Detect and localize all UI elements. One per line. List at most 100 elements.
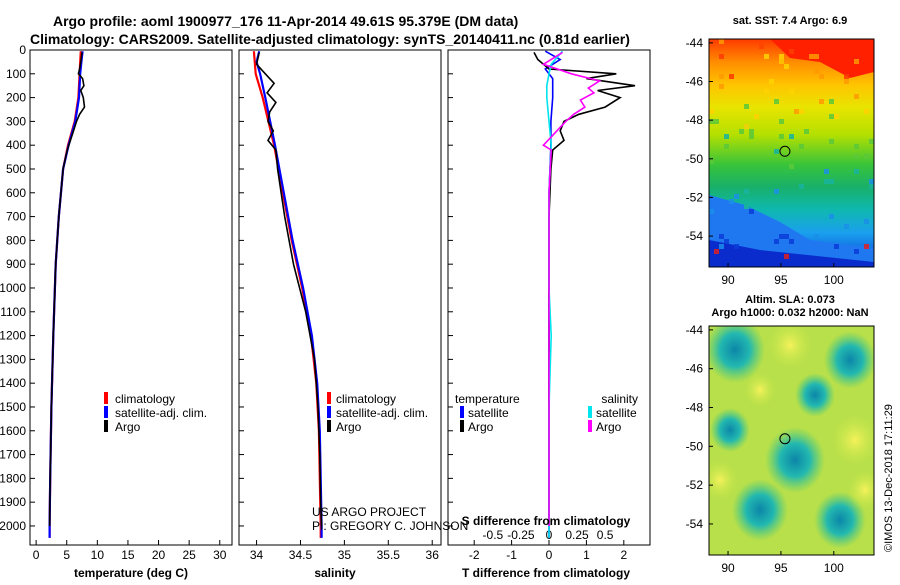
temperature-xlabel: temperature (deg C) bbox=[74, 566, 188, 580]
series-line-s-argo bbox=[541, 51, 602, 526]
map-y-tick-label: -46 bbox=[686, 75, 704, 89]
depth-tick-label: 1900 bbox=[0, 495, 26, 509]
sst-pixel bbox=[864, 219, 869, 224]
map-y-tick-label: -52 bbox=[686, 190, 704, 204]
sst-pixel bbox=[794, 109, 799, 114]
legend-swatch-satellite-adj bbox=[327, 406, 331, 418]
temperature-panel: 0100200300400500600700800900100011001200… bbox=[0, 43, 233, 580]
sst-pixel bbox=[784, 64, 789, 69]
sla-blob bbox=[795, 373, 835, 417]
sla-blob bbox=[824, 331, 874, 389]
map-y-tick-label: -48 bbox=[686, 113, 704, 127]
sst-pixel bbox=[779, 119, 784, 124]
map-y-tick-label: -44 bbox=[686, 36, 704, 50]
legend-swatch-t-satellite bbox=[460, 406, 464, 418]
sst-map-frame bbox=[708, 38, 875, 268]
temperature-depth-ticks: 0 100 200 300 400 500 600 700 800 900 1000 1100 1200… bbox=[0, 43, 35, 533]
sst-pixel bbox=[744, 189, 749, 194]
difference-xlabel: T difference from climatology bbox=[462, 566, 630, 580]
map-y-tick-label: -46 bbox=[686, 362, 704, 376]
sst-pixel bbox=[799, 144, 804, 149]
legend-swatch-t-argo bbox=[460, 420, 464, 432]
sst-pixel bbox=[769, 79, 774, 84]
sst-pixel bbox=[814, 54, 819, 59]
salinity-xlabel: salinity bbox=[314, 566, 356, 580]
sst-pixel bbox=[789, 164, 794, 169]
sst-pixel bbox=[819, 99, 824, 104]
x-tick-label: 25 bbox=[182, 548, 196, 562]
temperature-axes-box bbox=[29, 49, 233, 546]
sst-pixel bbox=[719, 74, 724, 79]
sst-pixel bbox=[819, 74, 824, 79]
top-tick-label: 0.5 bbox=[597, 528, 614, 542]
depth-tick-label: 1800 bbox=[0, 471, 26, 485]
sst-pixel bbox=[709, 109, 714, 114]
sst-pixel bbox=[724, 144, 729, 149]
legend-swatch-argo bbox=[104, 420, 108, 432]
sst-pixel bbox=[729, 199, 734, 204]
legend-title-salinity: salinity bbox=[601, 392, 638, 406]
sst-pixel bbox=[869, 139, 874, 144]
x-tick-label: 35 bbox=[338, 548, 352, 562]
credit-line-2: PI: GREGORY C. JOHNSON bbox=[312, 519, 468, 533]
sst-pixel bbox=[724, 134, 729, 139]
sst-pixel bbox=[829, 214, 834, 219]
sst-pixel bbox=[844, 79, 849, 84]
sla-map-ticks: 90 95 100 -44 -46 -48 -50 -52 -54 bbox=[686, 323, 844, 575]
sst-pixel bbox=[779, 59, 784, 64]
depth-tick-label: 300 bbox=[6, 114, 26, 128]
x-tick-label: -2 bbox=[469, 548, 480, 562]
x-tick-label: 34 bbox=[250, 548, 264, 562]
sst-pixel bbox=[749, 134, 754, 139]
sst-pixel bbox=[864, 154, 869, 159]
depth-tick-label: 700 bbox=[6, 210, 26, 224]
sst-pixel bbox=[749, 129, 754, 134]
legend-swatch-argo bbox=[327, 420, 331, 432]
series-line-argo bbox=[255, 52, 323, 527]
legend-label-satellite-adj: satellite-adj. clim. bbox=[115, 406, 207, 420]
depth-tick-label: 1200 bbox=[0, 329, 26, 343]
top-tick-label: 0.25 bbox=[565, 528, 589, 542]
map-x-tick-label: 100 bbox=[824, 561, 844, 575]
sst-pixel bbox=[714, 119, 719, 124]
legend-label-t-argo: Argo bbox=[468, 420, 494, 434]
sst-pixel bbox=[809, 54, 814, 59]
sst-pixel bbox=[779, 54, 784, 59]
legend-label-s-argo: Argo bbox=[596, 420, 622, 434]
sst-pixel bbox=[764, 54, 769, 59]
series-line-t-satellite bbox=[544, 50, 562, 538]
legend-label-climatology: climatology bbox=[115, 392, 175, 406]
sla-map-panel: Altim. SLA: 0.073 Argo h1000: 0.032 h200… bbox=[686, 294, 875, 575]
depth-tick-label: 1100 bbox=[0, 305, 26, 319]
sst-pixel bbox=[864, 109, 869, 114]
sst-pixel bbox=[779, 134, 784, 139]
sst-pixel bbox=[784, 234, 789, 239]
difference-xlabel-top: S difference from climatology bbox=[462, 514, 631, 528]
sla-blobs bbox=[709, 326, 874, 549]
sst-pixel bbox=[864, 244, 869, 249]
sst-pixel bbox=[774, 99, 779, 104]
map-x-tick-label: 90 bbox=[721, 561, 735, 575]
sst-map-ticks: 90 95 100 -44 -46 -48 -50 -52 -54 bbox=[686, 36, 844, 287]
x-tick-label: 30 bbox=[213, 548, 227, 562]
map-y-tick-label: -50 bbox=[686, 439, 704, 453]
sst-pixel bbox=[844, 224, 849, 229]
salinity-legend: climatology satellite-adj. clim. Argo bbox=[327, 392, 428, 434]
legend-label-t-satellite: satellite bbox=[468, 406, 509, 420]
map-y-tick-label: -50 bbox=[686, 152, 704, 166]
sla-blob bbox=[744, 372, 776, 408]
depth-tick-label: 2000 bbox=[0, 519, 26, 533]
sst-pixel bbox=[834, 114, 839, 119]
temperature-lines bbox=[48, 51, 86, 538]
depth-tick-label: 1700 bbox=[0, 448, 26, 462]
sst-pixel bbox=[709, 119, 714, 124]
sst-map-panel: sat. SST: 7.4 Argo: 6.9 90 95 100 -44 -46 -48… bbox=[686, 15, 875, 287]
map-y-tick-label: -48 bbox=[686, 401, 704, 415]
sst-pixel bbox=[719, 234, 724, 239]
map-y-tick-label: -44 bbox=[686, 323, 704, 337]
depth-tick-label: 500 bbox=[6, 162, 26, 176]
depth-tick-label: 1400 bbox=[0, 376, 26, 390]
series-line-satellite-adj-clim- bbox=[255, 50, 323, 538]
sla-blob bbox=[709, 326, 765, 383]
legend-label-satellite-adj: satellite-adj. clim. bbox=[336, 406, 428, 420]
